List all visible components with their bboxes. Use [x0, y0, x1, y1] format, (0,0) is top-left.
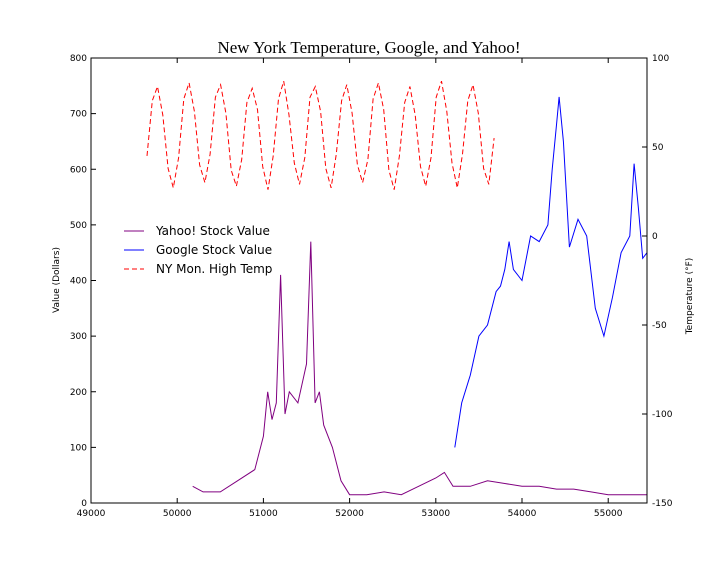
x-tick-label: 50000 [163, 509, 192, 519]
legend-label: NY Mon. High Temp [156, 262, 272, 276]
y-tick-label: 500 [70, 221, 87, 231]
series-line [192, 241, 647, 496]
y-tick-label: 0 [81, 499, 87, 509]
x-tick-label: 49000 [77, 509, 106, 519]
x-tick-label: 54000 [508, 509, 537, 519]
x-tick-label: 51000 [249, 509, 278, 519]
x-tick-label: 53000 [421, 509, 450, 519]
y-tick-label: 800 [70, 54, 87, 64]
series-line [146, 80, 495, 190]
y-tick-label: 100 [70, 443, 87, 453]
y-tick-label: 600 [70, 165, 87, 175]
y2-tick-label: -100 [652, 410, 673, 420]
series-line [454, 96, 648, 448]
y2-tick-label: -150 [652, 499, 673, 509]
x-tick-label: 52000 [335, 509, 364, 519]
y2-axis-label: Temperature (°F) [685, 258, 695, 336]
y2-tick-label: 0 [652, 232, 658, 242]
y-axis-label: Value (Dollars) [52, 247, 62, 313]
plot-frame [90, 57, 648, 504]
y2-tick-label: -50 [652, 321, 667, 331]
chart-title: New York Temperature, Google, and Yahoo! [217, 38, 520, 57]
legend-label: Yahoo! Stock Value [155, 224, 270, 238]
y-tick-label: 300 [70, 332, 87, 342]
y-tick-label: 200 [70, 388, 87, 398]
y2-tick-label: 50 [652, 143, 664, 153]
legend-label: Google Stock Value [156, 243, 272, 257]
y2-tick-label: 100 [652, 54, 669, 64]
y-tick-label: 400 [70, 277, 87, 287]
x-tick-label: 55000 [594, 509, 623, 519]
y-tick-label: 700 [70, 110, 87, 120]
